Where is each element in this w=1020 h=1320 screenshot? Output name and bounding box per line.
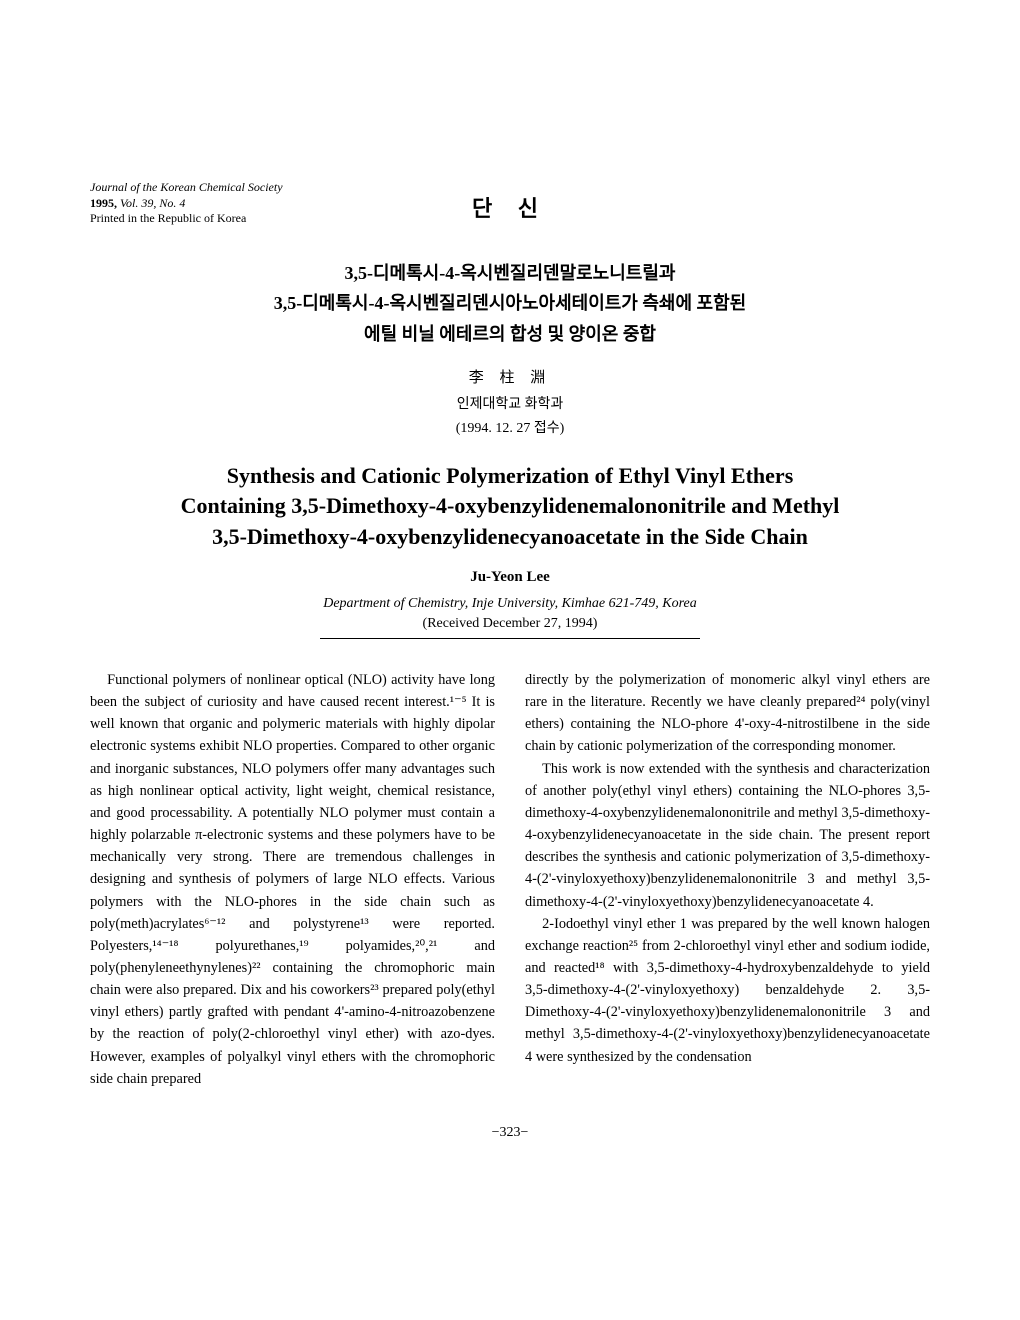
english-title-line-1: Synthesis and Cationic Polymerization of… — [110, 461, 910, 492]
column-right: directly by the polymerization of monome… — [525, 669, 930, 1090]
korean-title-line-1: 3,5-디메톡시-4-옥시벤질리덴말로노니트릴과 — [90, 258, 930, 289]
korean-title-line-3: 에틸 비닐 에테르의 합성 및 양이온 중합 — [90, 319, 930, 350]
english-title-line-3: 3,5-Dimethoxy-4-oxybenzylidenecyanoaceta… — [110, 522, 910, 553]
korean-author: 李 柱 淵 — [90, 366, 930, 387]
journal-vol: Vol. 39, No. 4 — [120, 196, 185, 210]
english-affiliation: Department of Chemistry, Inje University… — [90, 596, 930, 612]
korean-affiliation: 인제대학교 화학과 — [90, 393, 930, 413]
english-author: Ju-Yeon Lee — [90, 569, 930, 586]
korean-title: 3,5-디메톡시-4-옥시벤질리덴말로노니트릴과 3,5-디메톡시-4-옥시벤질… — [90, 258, 930, 350]
column-left: Functional polymers of nonlinear optical… — [90, 669, 495, 1090]
body-right-paragraph-1: directly by the polymerization of monome… — [525, 669, 930, 758]
english-received-date: (Received December 27, 1994) — [90, 616, 930, 632]
body-columns: Functional polymers of nonlinear optical… — [90, 669, 930, 1090]
page-number: −323− — [90, 1125, 930, 1141]
body-left-paragraph: Functional polymers of nonlinear optical… — [90, 669, 495, 1090]
english-title-line-2: Containing 3,5-Dimethoxy-4-oxybenzyliden… — [110, 491, 910, 522]
title-separator — [320, 638, 700, 639]
body-right-paragraph-2: This work is now extended with the synth… — [525, 758, 930, 913]
korean-received-date: (1994. 12. 27 접수) — [90, 417, 930, 437]
body-right-paragraph-3: 2-Iodoethyl vinyl ether 1 was prepared b… — [525, 913, 930, 1068]
journal-year: 1995, — [90, 196, 117, 210]
korean-title-line-2: 3,5-디메톡시-4-옥시벤질리덴시아노아세테이트가 측쇄에 포함된 — [90, 288, 930, 319]
english-title: Synthesis and Cationic Polymerization of… — [90, 461, 930, 553]
